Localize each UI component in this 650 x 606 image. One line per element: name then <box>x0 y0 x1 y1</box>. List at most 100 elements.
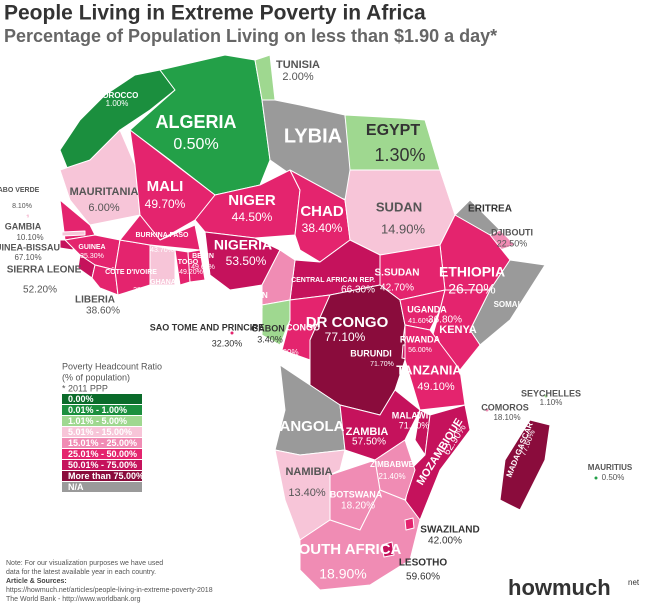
legend-label: N/A <box>68 482 84 492</box>
country-value: 38.40% <box>302 221 343 235</box>
country-value: 37.00% <box>271 348 298 357</box>
country-name: ANGOLA <box>280 418 345 435</box>
legend-label: 15.01% - 25.00% <box>68 438 137 448</box>
country-value: 42.00% <box>428 536 462 547</box>
country-value: 1.10% <box>540 398 563 407</box>
country-name: BURUNDI <box>350 348 392 358</box>
country-value: 49.10% <box>417 381 455 393</box>
country-value: 22.50% <box>497 238 528 248</box>
legend-label: 50.01% - 75.00% <box>68 460 137 470</box>
legend-swatch <box>62 460 142 470</box>
country-name: CONGO <box>286 322 320 332</box>
country-value: 1.30% <box>374 145 425 165</box>
country-shape <box>187 249 206 283</box>
country-name: SWAZILAND <box>420 525 479 536</box>
country-value: 3.40% <box>257 334 283 344</box>
legend-label: More than 75.00% <box>68 471 144 481</box>
country-name: NIGERIA <box>214 237 272 253</box>
country-name: SIERRA LEONE <box>7 265 82 276</box>
country-value: 42.70% <box>380 283 414 294</box>
country-name: SENEGAL <box>16 211 60 221</box>
country-name: NAMIBIA <box>285 466 332 478</box>
country-shape <box>499 419 551 511</box>
legend-swatch <box>62 427 142 437</box>
country-name: DR CONGO <box>306 314 389 331</box>
country-value: 77.10% <box>325 330 366 344</box>
country-shape <box>404 517 415 531</box>
country-value: 28.20% <box>133 287 157 294</box>
country-name: EGYPT <box>366 122 420 139</box>
source: https://howmuch.net/articles/people-livi… <box>6 587 213 594</box>
country-value: 67.10% <box>14 253 41 262</box>
country-value: 36.80% <box>428 315 462 326</box>
country-name: ZAMBIA <box>346 426 389 438</box>
country-shape <box>61 230 86 237</box>
title: People Living in Extreme Poverty in Afri… <box>4 2 426 25</box>
country-value: 49.60% <box>191 264 215 271</box>
country-value: 8.10% <box>12 203 32 210</box>
legend-label: 5.01% - 15.00% <box>68 427 132 437</box>
country-name: ZIMBABWE <box>370 460 415 469</box>
country-name: DJIBOUTI <box>491 227 533 237</box>
legend: Poverty Headcount Ratio (% of population… <box>62 361 162 492</box>
country-shape <box>149 244 176 286</box>
country-value: 38.00% <box>36 223 60 230</box>
country-value: 12.00% <box>166 287 190 294</box>
country-name: S.SUDAN <box>374 268 419 279</box>
country-value: 38.60% <box>86 306 120 317</box>
legend-subtitle: (% of population) <box>62 372 130 382</box>
country-name: RWANDA <box>400 334 441 344</box>
country-value: 71.70% <box>370 361 394 368</box>
country-name: GUINEA-BISSAU <box>0 242 60 252</box>
legend-label: 0.00% <box>68 394 94 404</box>
country-name: CAMEROON <box>220 291 268 300</box>
country-name: TUNISIA <box>276 59 320 71</box>
country-shape <box>399 289 446 331</box>
logo-suffix: net <box>628 578 640 587</box>
country-value: 18.90% <box>319 566 366 582</box>
legend-swatch <box>62 482 142 492</box>
country-name: SOUTH AFRICA <box>289 541 402 558</box>
country-value: 21.40% <box>378 472 405 481</box>
country-name: CÔTE D'IVOIRE <box>105 267 157 276</box>
country-name: GABON <box>251 323 285 333</box>
country-shape <box>484 407 490 413</box>
country-value: 59.60% <box>406 572 440 583</box>
country-shape <box>381 541 395 558</box>
country-value: 49.70% <box>145 197 186 211</box>
legend-label: 1.01% - 5.00% <box>68 416 127 426</box>
country-name: LESOTHO <box>399 558 448 569</box>
country-value: 0.50% <box>602 473 625 482</box>
country-name: ERITREA <box>468 204 512 215</box>
country-shape <box>261 299 291 346</box>
country-value: 44.50% <box>232 210 273 224</box>
country-value: 56.00% <box>408 347 432 354</box>
legend-title: Poverty Headcount Ratio <box>62 361 162 371</box>
country-name: TANZANIA <box>396 362 462 377</box>
country-value: 0.50% <box>173 136 218 153</box>
country-value: 53.50% <box>226 254 267 268</box>
footer-note: Note: For our visualization purposes we … <box>6 560 163 567</box>
country-value: 18.10% <box>493 413 520 422</box>
country-name: SEYCHELLES <box>521 388 581 398</box>
country-value: 49.20% <box>179 269 203 276</box>
country-name: BURKINA FASO <box>135 232 189 239</box>
country-value: 35.30% <box>80 253 104 260</box>
country-value: 10.10% <box>16 233 43 242</box>
country-value: 14.90% <box>381 221 426 236</box>
country-value: 32.30% <box>212 338 243 348</box>
country-value: 6.00% <box>88 202 119 214</box>
country-shape <box>339 389 421 461</box>
country-name: CHAD <box>300 203 343 220</box>
country-name: SUDAN <box>376 199 422 214</box>
country-value: 43.70% <box>150 247 174 254</box>
legend-swatch <box>62 449 142 459</box>
country-name: BOTSWANA <box>330 489 383 499</box>
country-value: 2.00% <box>282 71 313 83</box>
logo: howmuch <box>508 575 611 600</box>
sources-title: Article & Sources: <box>6 578 67 585</box>
country-name: LYBIA <box>284 125 342 147</box>
country-shape <box>543 393 549 399</box>
country-value: 13.40% <box>288 487 326 499</box>
